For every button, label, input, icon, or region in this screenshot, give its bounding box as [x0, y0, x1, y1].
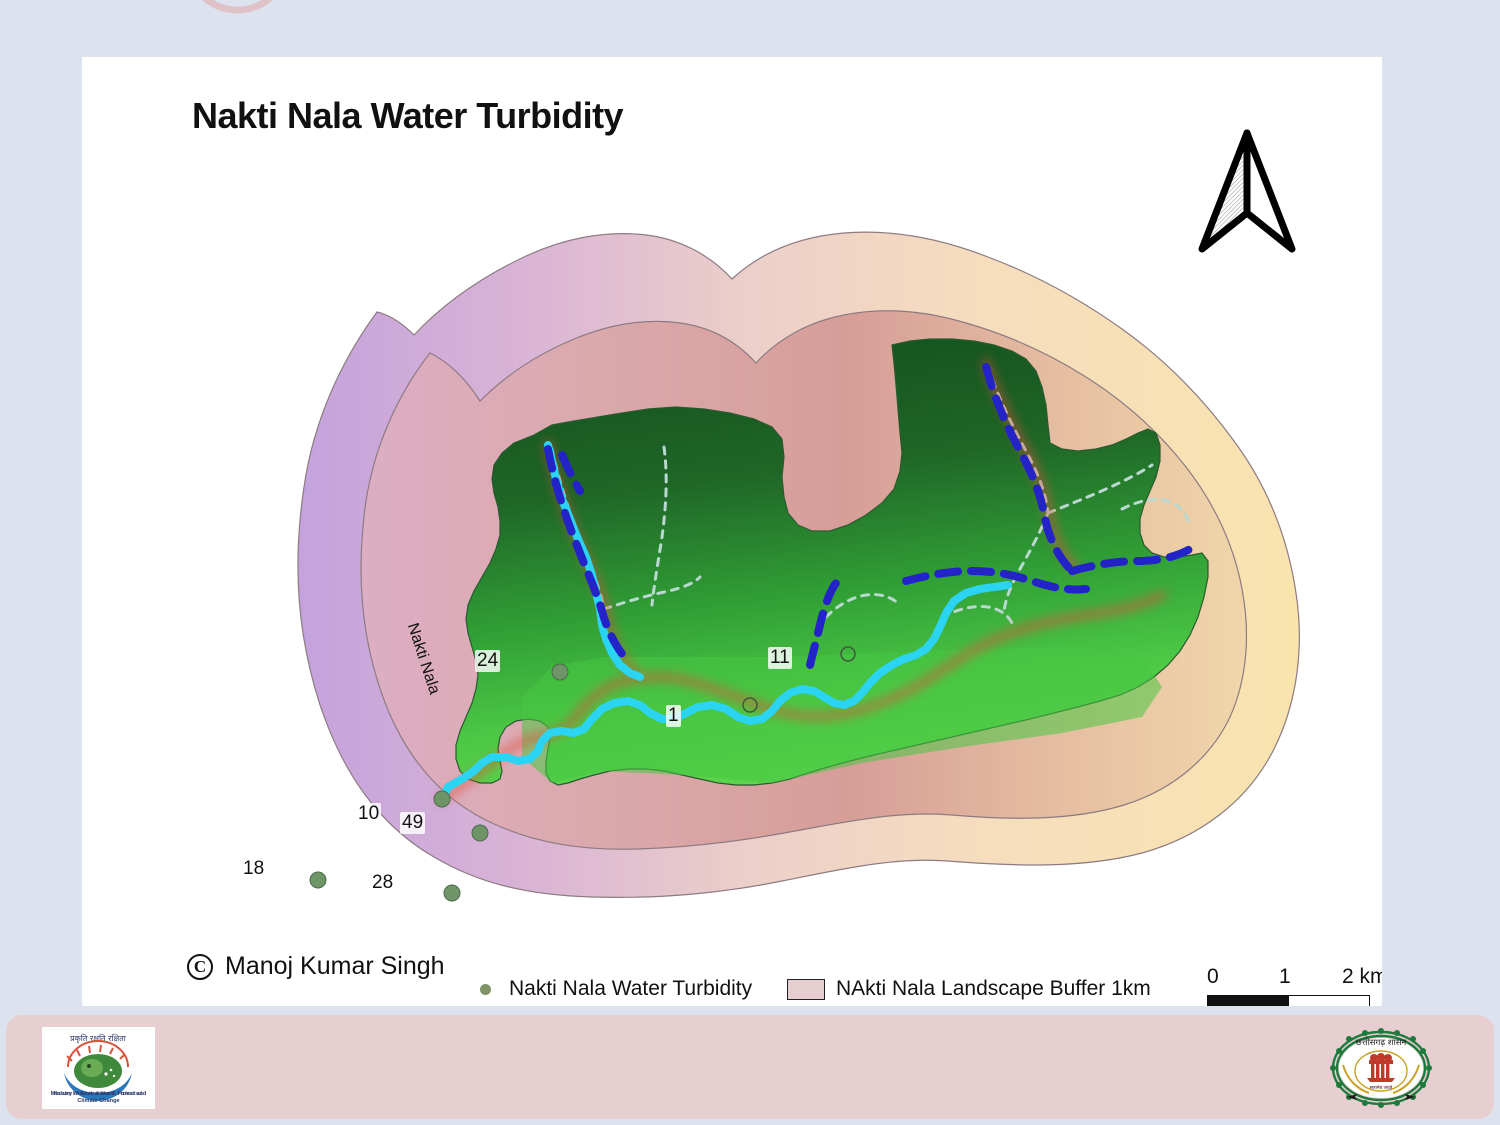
scale-bar-empty-half [1288, 996, 1369, 1006]
map-canvas [297, 231, 1300, 902]
copyright-credit: C Manoj Kumar Singh [187, 952, 445, 981]
point-label-24: 24 [475, 650, 501, 672]
scale-tick-2: 2 km [1342, 965, 1382, 988]
scale-bar: 0 1 2 km [1207, 965, 1382, 1006]
point-label-28: 28 [370, 872, 396, 894]
legend-label-water-turbidity: Nakti Nala Water Turbidity [509, 977, 753, 1000]
scale-bar-track [1207, 995, 1370, 1006]
legend-label-buffer-1km: NAkti Nala Landscape Buffer 1km [836, 977, 1151, 1000]
legend-label-buffer-2km: Nakti Nala Landscape Buffer 2km [836, 1005, 1148, 1006]
north-arrow-icon [1198, 129, 1296, 253]
point-label-11: 11 [768, 647, 792, 669]
legend-item-buffer-2km: Nakti Nala Landscape Buffer 2km [787, 1003, 1151, 1006]
point-label-49: 49 [400, 812, 426, 834]
legend-item-water-turbidity: Nakti Nala Water Turbidity [472, 975, 752, 1003]
chhattisgarh-emblem-icon: छत्तीसगढ़ शासन सत्यमेव जयते [1325, 1027, 1438, 1109]
map-panel: Nakti Nala Water Turbidity 10 49 28 18 2… [82, 57, 1382, 1006]
scale-tick-1: 1 [1279, 965, 1291, 988]
legend-item-buffer-1km: NAkti Nala Landscape Buffer 1km [787, 975, 1151, 1003]
footer-bar [6, 1015, 1494, 1119]
moefcc-caption: Ministry of Environment, Forest and Clim… [50, 1091, 147, 1105]
point-label-10: 10 [356, 803, 382, 825]
moefcc-emblem-icon: प्रकृति रक्षति रक्षिता Nature Protects i… [42, 1027, 155, 1109]
point-swatch-icon [472, 983, 498, 995]
scale-bar-filled-half [1208, 996, 1289, 1006]
svg-text:छत्तीसगढ़ शासन: छत्तीसगढ़ शासन [1356, 1037, 1407, 1048]
svg-text:प्रकृति रक्षति रक्षिता: प्रकृति रक्षति रक्षिता [70, 1033, 127, 1044]
svg-text:Nature Protects if She is Prot: Nature Protects if She is Protected [54, 1091, 143, 1097]
river-secondary [544, 363, 1194, 669]
point-label-18: 18 [241, 858, 267, 880]
author-name: Manoj Kumar Singh [225, 952, 445, 980]
copyright-icon: C [187, 953, 213, 980]
page-title: Nakti Nala Water Turbidity [192, 95, 624, 136]
legend-item-landscape: Nakti Nala Landscape [472, 1003, 752, 1006]
scale-tick-0: 0 [1207, 965, 1219, 988]
sample-point-markers [309, 646, 856, 902]
svg-text:सत्यमेव जयते: सत्यमेव जयते [1370, 1084, 1393, 1091]
point-label-1: 1 [666, 705, 681, 727]
watermark-text: © Manoj (9865455564) [135, 0, 1117, 54]
scale-tick-labels: 0 1 2 km [1207, 965, 1382, 991]
legend-label-landscape: Nakti Nala Landscape [521, 1005, 726, 1006]
buffer1km-swatch-icon [787, 978, 825, 1000]
legend-left-column: Nakti Nala Water Turbidity Nakti Nala La… [472, 975, 752, 1006]
legend-right-column: NAkti Nala Landscape Buffer 1km Nakti Na… [787, 975, 1151, 1006]
